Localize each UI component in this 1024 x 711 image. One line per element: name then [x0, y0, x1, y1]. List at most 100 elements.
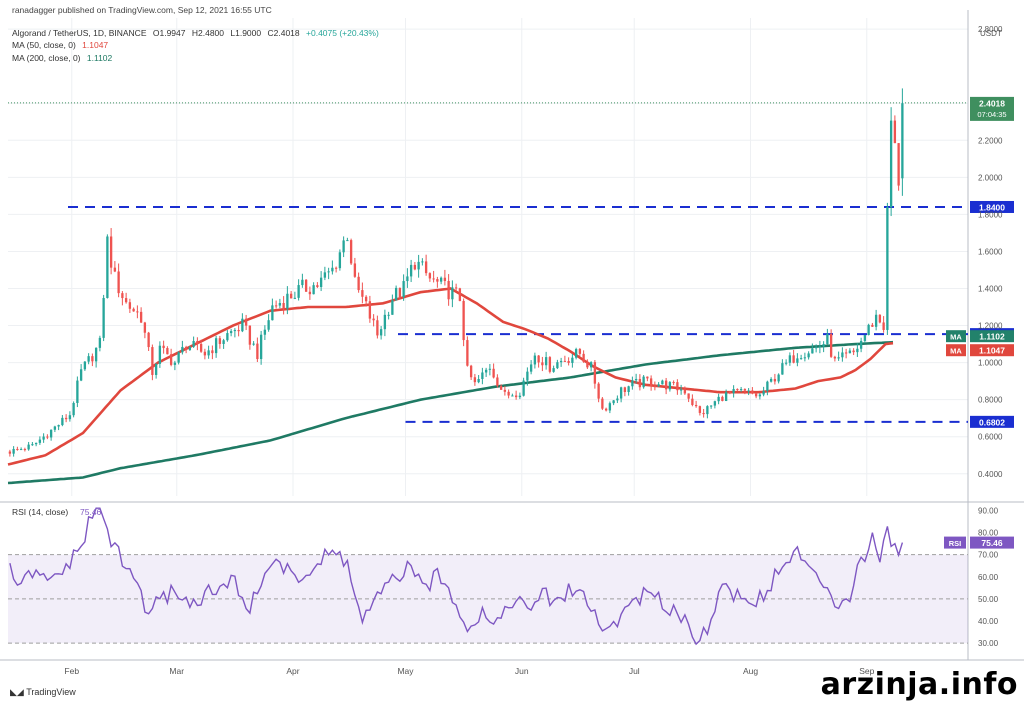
candle-body [83, 361, 87, 370]
candle-body [113, 267, 117, 272]
candle-body [124, 298, 128, 303]
candle [526, 367, 529, 386]
candle [754, 393, 758, 399]
candle-body [38, 439, 42, 443]
candle-body [799, 358, 803, 360]
time-tick-label: Sep [859, 666, 874, 676]
candle-body [649, 378, 653, 387]
candle [421, 258, 424, 266]
candle-body [552, 368, 555, 372]
currency-label: USDT [980, 29, 1002, 38]
candle [481, 367, 484, 385]
candle [646, 376, 649, 382]
candle [308, 286, 312, 300]
candle [218, 335, 222, 349]
candle [271, 298, 274, 321]
candle-body [72, 402, 75, 416]
candle [323, 266, 327, 281]
candle-body [349, 240, 353, 264]
candle-body [732, 389, 735, 394]
candle [61, 415, 64, 427]
candle-body [312, 285, 315, 295]
ohlc-close: C2.4018 [267, 28, 300, 38]
price-tick-label: 0.4000 [978, 470, 1003, 479]
candle [106, 234, 109, 299]
candle [57, 424, 60, 431]
candle-body [42, 436, 45, 440]
candle-body [286, 293, 289, 309]
candle [488, 363, 492, 376]
candle [173, 360, 177, 371]
candle [316, 282, 319, 289]
symbol-legend: Algorand / TetherUS, 1D, BINANCE O1.9947… [12, 28, 379, 38]
candle-body [428, 273, 432, 279]
candle-body [466, 340, 469, 366]
candle [136, 305, 139, 319]
candle-body [604, 408, 608, 411]
rsi-tick-label: 40.00 [978, 617, 999, 626]
candle-body [301, 279, 304, 286]
candle [649, 375, 653, 391]
candle [413, 261, 417, 271]
candle-body [526, 371, 529, 381]
candle-body [331, 267, 334, 272]
candle [882, 316, 885, 333]
candle [312, 282, 315, 295]
candle-body [346, 240, 349, 242]
price-tick-label: 1.8000 [978, 210, 1003, 219]
candle [616, 395, 619, 404]
candle [878, 314, 882, 324]
time-tick-label: Apr [286, 666, 299, 676]
candle-body [293, 297, 297, 299]
candle [766, 380, 769, 396]
candle [121, 291, 124, 306]
candle-body [282, 303, 285, 309]
candle [353, 257, 357, 278]
candle-body [556, 362, 559, 369]
candle-body [567, 361, 570, 363]
candle [226, 330, 229, 342]
candle [162, 340, 165, 354]
candle-body [91, 356, 94, 362]
candle-body [252, 343, 255, 345]
candle-body [394, 287, 398, 301]
candle [612, 400, 615, 406]
candle [586, 359, 589, 369]
candle [503, 386, 507, 396]
candle [76, 376, 79, 408]
candle-body [871, 324, 874, 327]
candle [773, 373, 777, 385]
candle-body [391, 300, 394, 315]
candle [402, 274, 405, 301]
candle-body [507, 391, 510, 396]
candle-body [514, 395, 518, 398]
candle-body [218, 338, 222, 344]
candle-body [901, 103, 904, 179]
candle-body [376, 320, 379, 336]
rsi-tick-label: 50.00 [978, 595, 999, 604]
candle [72, 401, 75, 418]
candle-body [856, 348, 859, 353]
candle-body [537, 355, 540, 363]
candle-body [229, 331, 233, 334]
candle-body [848, 350, 852, 354]
candle [98, 335, 102, 352]
candle [169, 348, 173, 367]
candle [511, 393, 514, 397]
candle [278, 298, 282, 309]
candle [893, 115, 897, 144]
candle-body [338, 252, 342, 269]
candle [777, 373, 780, 384]
candle [582, 350, 585, 363]
candle [709, 405, 713, 409]
candle-body [188, 346, 192, 350]
candle-body [496, 377, 499, 386]
candle [109, 228, 113, 275]
candle-body [829, 333, 833, 357]
candle-body [616, 398, 619, 401]
candle [68, 411, 72, 422]
candle-body [874, 314, 878, 327]
candle-body [889, 120, 893, 208]
candle [496, 374, 499, 388]
candle [248, 325, 252, 350]
